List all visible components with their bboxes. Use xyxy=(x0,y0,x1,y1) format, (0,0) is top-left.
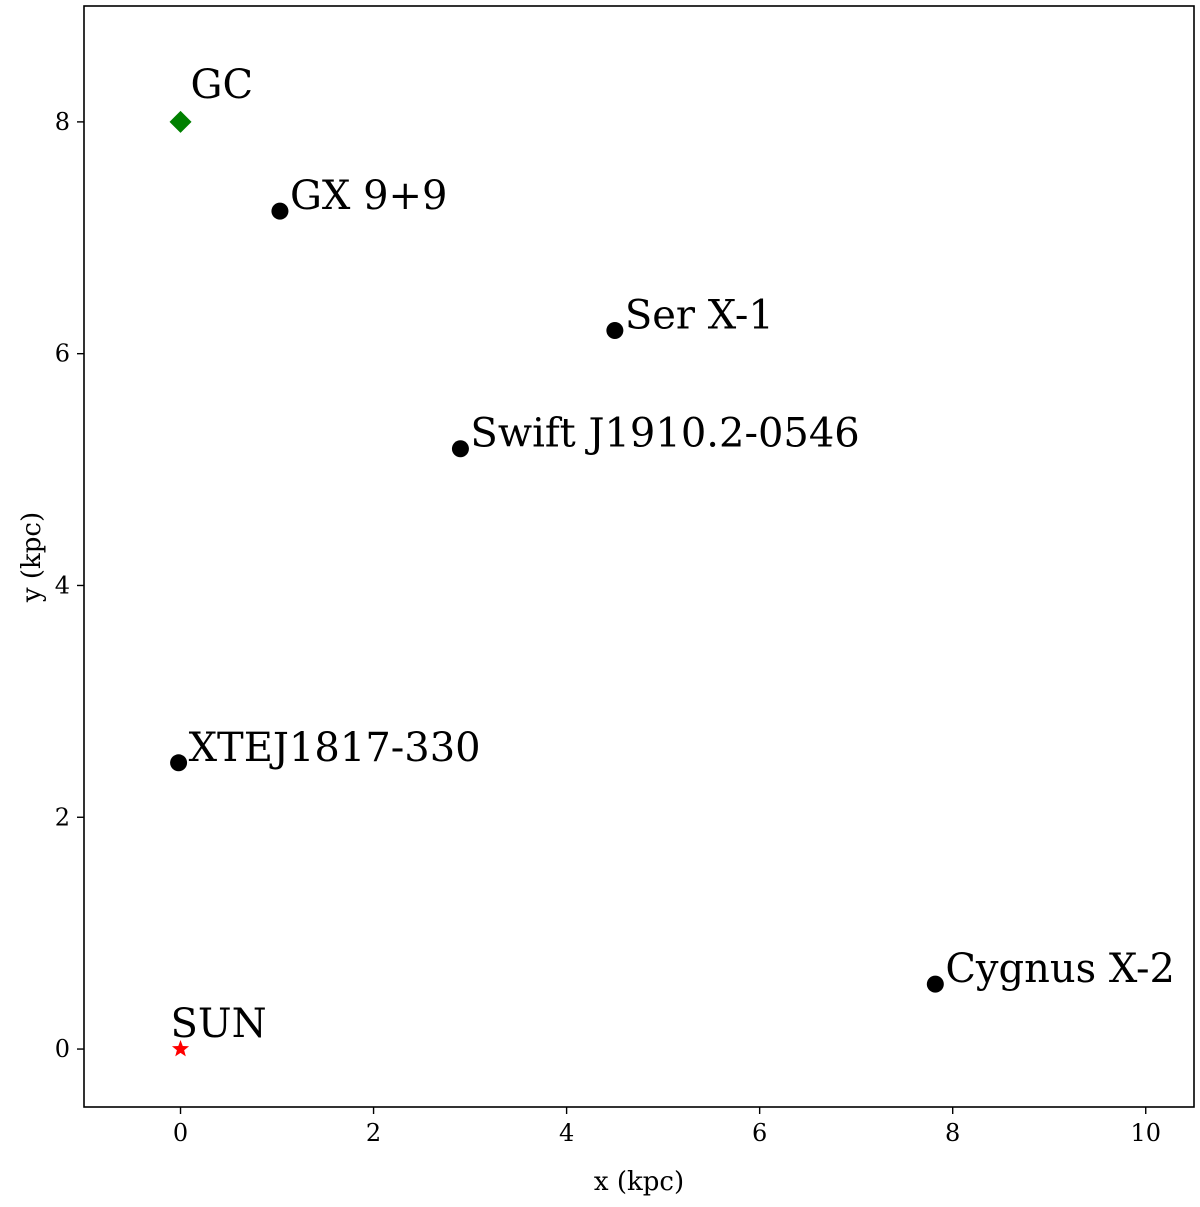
x-tick-label: 10 xyxy=(1130,1119,1161,1147)
source-point-label: GX 9+9 xyxy=(290,173,448,219)
sun-label: SUN xyxy=(171,1001,267,1047)
x-axis-ticks: 0 2 4 6 8 10 xyxy=(173,1107,1161,1147)
y-tick-label: 8 xyxy=(55,108,70,136)
x-tick-label: 2 xyxy=(366,1119,381,1147)
source-point-marker xyxy=(451,440,469,458)
source-point-marker xyxy=(926,975,944,993)
gc-label: GC xyxy=(191,62,254,108)
source-point-marker xyxy=(170,754,188,772)
sun-star-marker xyxy=(171,1040,190,1057)
source-point-label: Ser X-1 xyxy=(625,293,774,339)
source-point-label: Swift J1910.2-0546 xyxy=(470,411,859,457)
source-point-marker xyxy=(271,202,289,220)
x-tick-label: 8 xyxy=(945,1119,960,1147)
gc-diamond-marker xyxy=(169,110,192,133)
source-point-label: Cygnus X-2 xyxy=(945,946,1175,992)
plot-frame xyxy=(83,5,1195,1108)
y-tick-label: 2 xyxy=(55,803,70,831)
x-axis-label: x (kpc) xyxy=(594,1167,684,1197)
source-point-marker xyxy=(606,322,624,340)
data-points: GC SUN GX 9+9 Ser X-1 Swift J1910.2-0546 XTEJ… xyxy=(169,62,1175,1057)
y-tick-label: 0 xyxy=(55,1035,70,1063)
x-tick-label: 4 xyxy=(559,1119,574,1147)
y-tick-label: 4 xyxy=(55,571,70,599)
y-axis-label: y (kpc) xyxy=(17,512,47,603)
x-tick-label: 0 xyxy=(173,1119,188,1147)
source-point-label: XTEJ1817-330 xyxy=(189,725,481,771)
y-axis-ticks: 0 2 4 6 8 xyxy=(55,108,84,1063)
y-tick-label: 6 xyxy=(55,340,70,368)
x-tick-label: 6 xyxy=(752,1119,767,1147)
